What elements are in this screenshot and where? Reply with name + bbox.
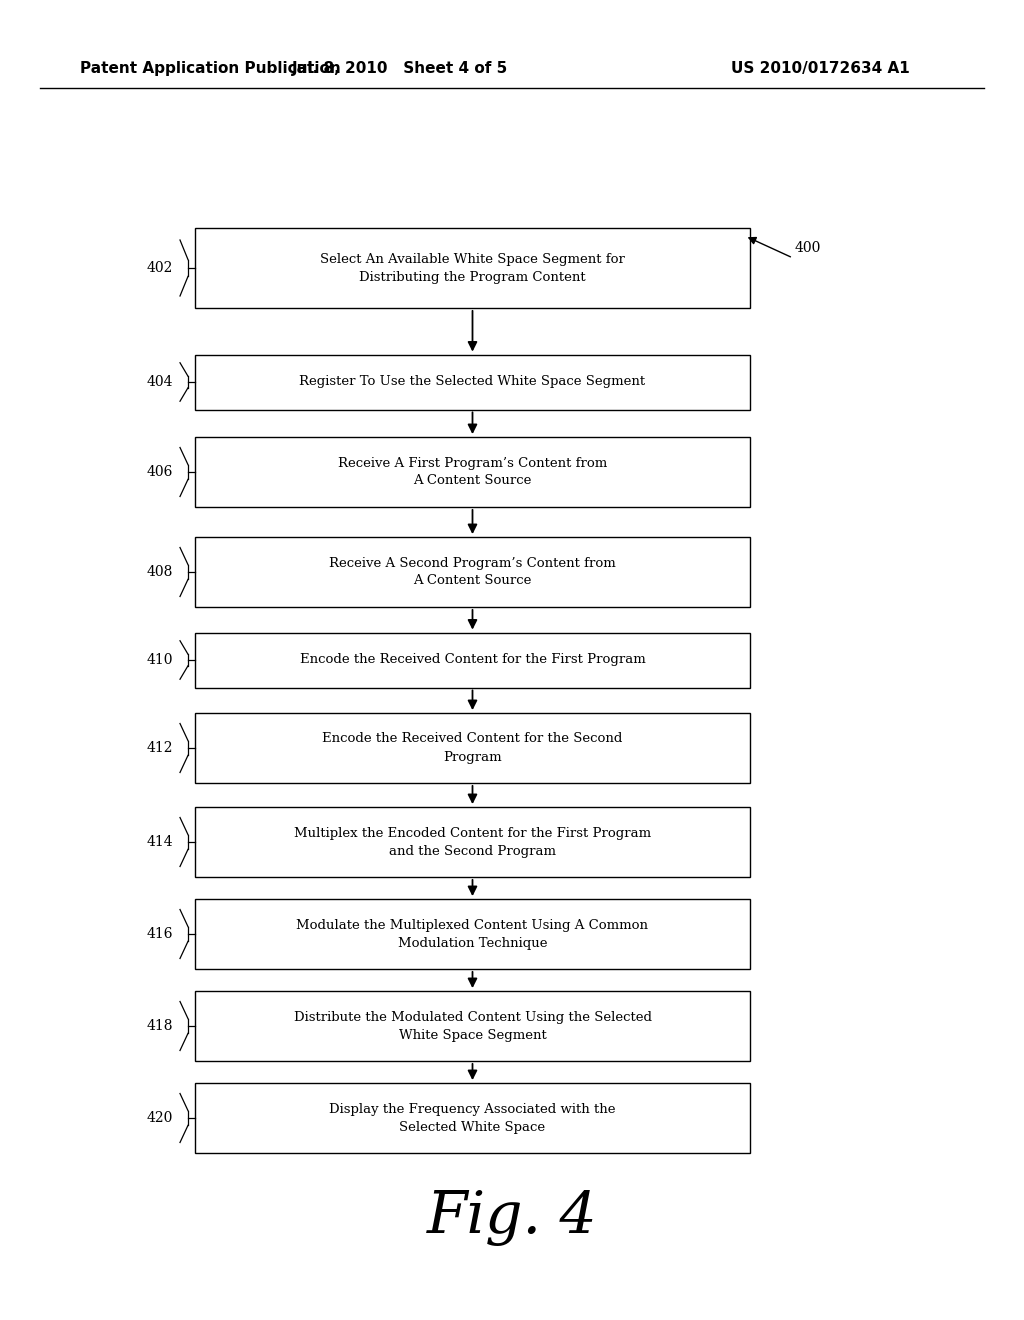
Text: Fig. 4: Fig. 4 [427,1189,597,1246]
Bar [195,1082,750,1152]
Text: 420: 420 [146,1111,173,1125]
Bar [195,537,750,607]
Text: Modulate the Multiplexed Content Using A Common
Modulation Technique: Modulate the Multiplexed Content Using A… [297,919,648,949]
Text: Multiplex the Encoded Content for the First Program
and the Second Program: Multiplex the Encoded Content for the Fi… [294,826,651,858]
Text: Select An Available White Space Segment for
Distributing the Program Content: Select An Available White Space Segment … [321,252,625,284]
Bar [195,437,750,507]
Bar [195,228,750,308]
Bar [195,632,750,688]
Text: 410: 410 [146,653,173,667]
Text: Distribute the Modulated Content Using the Selected
White Space Segment: Distribute the Modulated Content Using t… [294,1011,651,1041]
Text: Encode the Received Content for the First Program: Encode the Received Content for the Firs… [300,653,645,667]
Text: Encode the Received Content for the Second
Program: Encode the Received Content for the Seco… [323,733,623,763]
Bar [195,355,750,409]
Bar [195,807,750,876]
Text: 408: 408 [146,565,173,579]
Text: 402: 402 [146,261,173,275]
Text: 412: 412 [146,741,173,755]
Text: 406: 406 [146,465,173,479]
Bar [195,713,750,783]
Text: Display the Frequency Associated with the
Selected White Space: Display the Frequency Associated with th… [330,1102,615,1134]
Text: 414: 414 [146,836,173,849]
Text: 400: 400 [795,242,821,255]
Text: 418: 418 [146,1019,173,1034]
Text: Patent Application Publication: Patent Application Publication [80,61,341,75]
Text: Jul. 8, 2010   Sheet 4 of 5: Jul. 8, 2010 Sheet 4 of 5 [292,61,508,75]
Text: Receive A Second Program’s Content from
A Content Source: Receive A Second Program’s Content from … [329,557,615,587]
Bar [195,991,750,1061]
Bar [195,899,750,969]
Text: 404: 404 [146,375,173,389]
Text: Receive A First Program’s Content from
A Content Source: Receive A First Program’s Content from A… [338,457,607,487]
Text: US 2010/0172634 A1: US 2010/0172634 A1 [731,61,909,75]
Text: 416: 416 [146,927,173,941]
Text: Register To Use the Selected White Space Segment: Register To Use the Selected White Space… [299,375,645,388]
